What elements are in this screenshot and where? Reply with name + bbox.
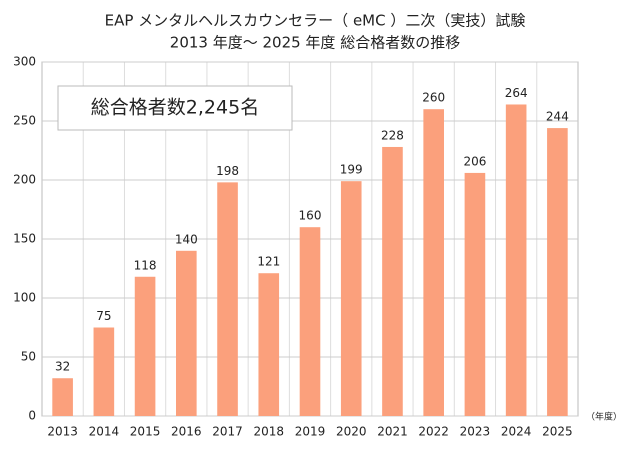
bar bbox=[93, 327, 115, 416]
bar bbox=[464, 172, 486, 416]
bar bbox=[423, 109, 444, 416]
bar bbox=[382, 146, 403, 416]
y-tick-label: 300 bbox=[13, 55, 36, 69]
x-tick-label: 2025 bbox=[542, 425, 573, 439]
x-tick-label: 2021 bbox=[377, 425, 408, 439]
annotation: 総合格者数2,245名 bbox=[91, 97, 259, 119]
chart-subtitle: 2013 年度～ 2025 年度 総合格者数の推移 bbox=[170, 34, 460, 52]
data-label: 75 bbox=[96, 309, 111, 323]
data-label: 118 bbox=[134, 258, 157, 272]
x-tick-label: 2024 bbox=[501, 425, 532, 439]
x-tick-label: 2014 bbox=[89, 425, 120, 439]
bar bbox=[299, 227, 321, 416]
data-label: 260 bbox=[422, 91, 445, 105]
bar bbox=[176, 250, 197, 416]
bar bbox=[52, 378, 73, 416]
data-label: 264 bbox=[505, 86, 528, 100]
data-label: 160 bbox=[299, 209, 322, 223]
y-tick-label: 100 bbox=[13, 291, 36, 305]
data-label: 206 bbox=[463, 154, 486, 168]
x-tick-label: 2015 bbox=[130, 425, 161, 439]
x-tick-label: 2022 bbox=[418, 425, 449, 439]
bar bbox=[134, 276, 156, 416]
bar bbox=[547, 128, 568, 416]
data-label: 228 bbox=[381, 128, 404, 142]
data-label: 121 bbox=[257, 255, 280, 269]
y-tick-label: 0 bbox=[28, 409, 36, 423]
data-label: 244 bbox=[546, 110, 569, 124]
bar bbox=[505, 104, 527, 416]
annotation-box bbox=[57, 85, 293, 131]
bar bbox=[258, 273, 280, 416]
y-tick-label: 150 bbox=[13, 232, 36, 246]
x-tick-label: 2019 bbox=[295, 425, 326, 439]
x-tick-label: 2017 bbox=[212, 425, 243, 439]
x-tick-label: 2020 bbox=[336, 425, 367, 439]
data-label: 32 bbox=[55, 360, 70, 374]
bar bbox=[217, 182, 238, 416]
y-tick-label: 250 bbox=[13, 114, 36, 128]
y-tick-label: 200 bbox=[13, 173, 36, 187]
y-tick-label: 50 bbox=[21, 350, 36, 364]
x-tick-label: 2023 bbox=[460, 425, 491, 439]
data-label: 140 bbox=[175, 232, 198, 246]
x-tick-label: 2018 bbox=[253, 425, 284, 439]
bar bbox=[340, 181, 362, 416]
chart-title: EAP メンタルヘルスカウンセラー（ eMC ）二次（実技）試験 bbox=[105, 12, 526, 30]
x-tick-label: 2013 bbox=[47, 425, 78, 439]
data-label: 199 bbox=[340, 163, 363, 177]
x-axis-label: （年度） bbox=[586, 411, 622, 423]
data-label: 198 bbox=[216, 164, 239, 178]
x-tick-label: 2016 bbox=[171, 425, 202, 439]
